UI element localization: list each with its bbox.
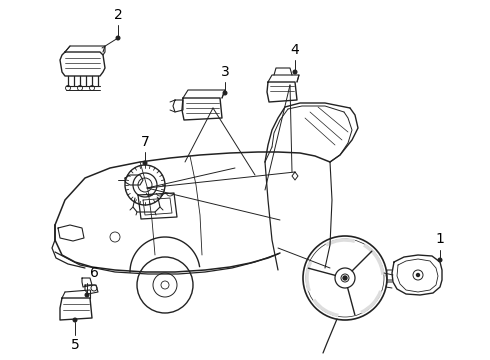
Circle shape: [85, 293, 89, 297]
Circle shape: [343, 276, 347, 280]
Circle shape: [143, 161, 147, 165]
Text: 5: 5: [71, 338, 79, 352]
Text: 7: 7: [141, 135, 149, 149]
Circle shape: [116, 36, 120, 40]
Text: 2: 2: [114, 8, 122, 22]
Text: 4: 4: [291, 43, 299, 57]
Text: 3: 3: [220, 65, 229, 79]
Circle shape: [223, 91, 227, 95]
Circle shape: [438, 258, 442, 262]
Circle shape: [73, 318, 77, 322]
Circle shape: [416, 274, 419, 276]
Circle shape: [293, 70, 297, 74]
Text: 6: 6: [90, 266, 99, 280]
Text: 1: 1: [436, 232, 444, 246]
